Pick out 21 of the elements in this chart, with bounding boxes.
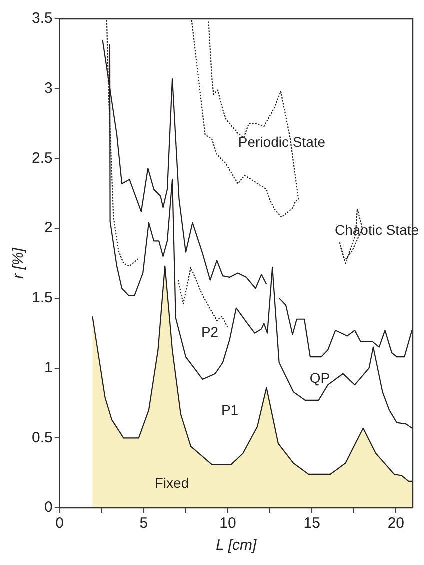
annotation: Periodic State	[238, 134, 326, 150]
y-tick-label: 3	[44, 80, 53, 97]
y-tick-label: 1	[44, 359, 53, 376]
x-tick-label: 5	[140, 515, 148, 532]
y-tick-label: 2	[44, 220, 53, 237]
annotation: Fixed	[154, 475, 190, 491]
annotation: QP	[310, 370, 330, 386]
y-tick-label: 2.5	[32, 150, 53, 167]
y-tick-label: 1.5	[32, 290, 53, 307]
y-tick-label: 0	[44, 499, 53, 516]
annotation: P2	[201, 324, 219, 340]
y-tick-label: 3.5	[32, 10, 53, 28]
x-tick-label: 20	[388, 515, 405, 532]
y-axis-title: r [%]	[10, 247, 28, 279]
line-series	[178, 267, 229, 328]
annotation: P1	[221, 402, 239, 418]
x-tick-label: 15	[304, 515, 320, 532]
x-tick-label: 10	[220, 515, 236, 532]
x-axis-title: L [cm]	[216, 537, 258, 554]
y-tick-label: 0.5	[32, 429, 53, 446]
x-tick-label: 0	[56, 515, 64, 532]
